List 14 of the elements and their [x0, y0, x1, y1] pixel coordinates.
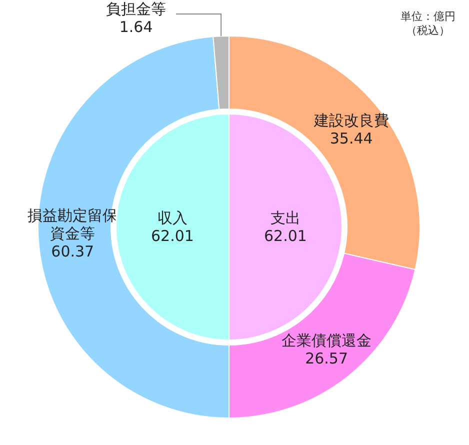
- text: （税込）: [406, 24, 450, 37]
- text: 単位：億円: [400, 10, 456, 23]
- slice-label: 損益勘定留保資金等: [28, 206, 118, 242]
- data-label: 35.44: [330, 129, 373, 148]
- slice-label: 企業債償還金: [282, 331, 372, 350]
- slice-label: 負担金等: [106, 0, 166, 18]
- slice-label: 支出: [270, 209, 300, 227]
- data-label: 26.57: [305, 349, 348, 368]
- data-label: 62.01: [151, 227, 194, 245]
- data-label: 62.01: [264, 227, 307, 245]
- data-label: 60.37: [51, 242, 94, 260]
- data-label: 1.64: [119, 18, 153, 36]
- slice-label: 建設改良費: [312, 111, 389, 130]
- slice-label: 収入: [158, 209, 188, 227]
